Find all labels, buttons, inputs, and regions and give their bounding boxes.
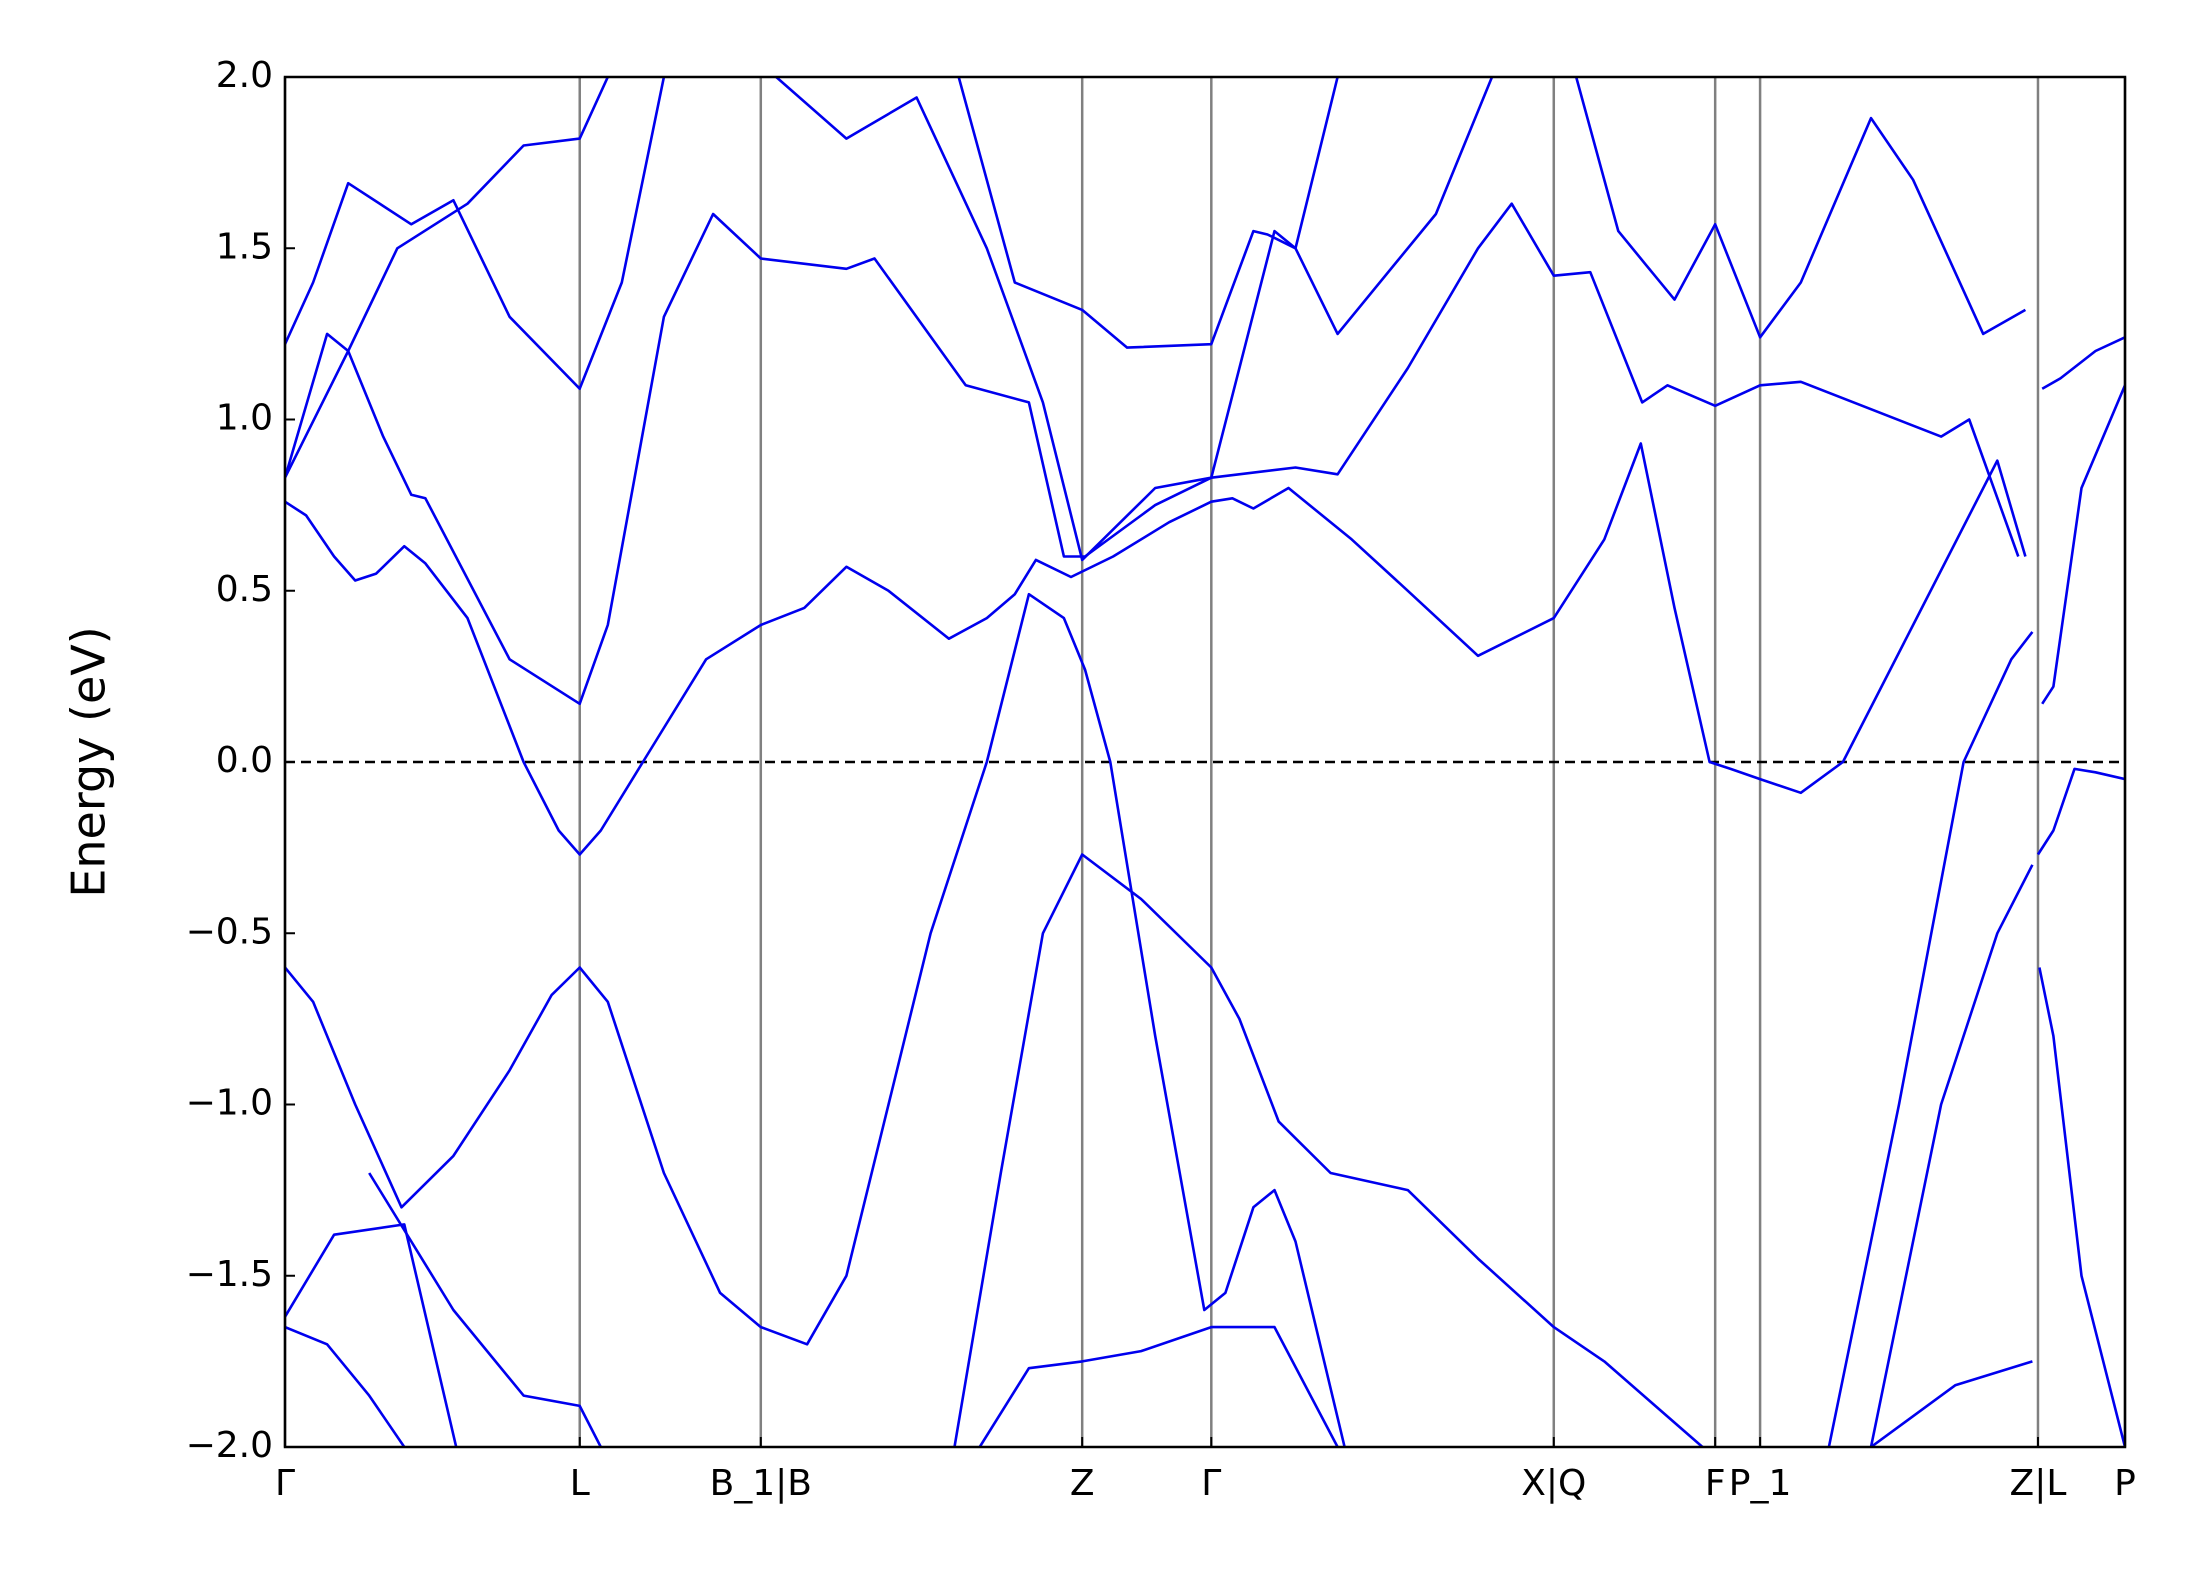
x-tick-label: Z: [1070, 1463, 1095, 1504]
x-tick-label: Γ: [1201, 1463, 1221, 1504]
y-axis-label: Energy (eV): [62, 626, 116, 897]
band-line: [285, 77, 666, 390]
x-tick-label: P_1: [1729, 1463, 1792, 1504]
band-line: [285, 592, 1346, 1447]
x-tick-label: Γ: [275, 1463, 295, 1504]
y-tick-label: 0.0: [216, 740, 273, 781]
bands: [285, 77, 2125, 1447]
band-line: [285, 1223, 458, 1447]
y-tick-label: −1.5: [186, 1254, 273, 1295]
y-tick-label: −2.0: [186, 1425, 273, 1466]
band-line: [285, 77, 609, 479]
band-line: [978, 1325, 1339, 1447]
band-line: [368, 1172, 602, 1447]
band-line: [957, 77, 1339, 349]
x-tick-label: P: [2114, 1463, 2136, 1504]
band-line: [285, 442, 2027, 856]
band-line: [2041, 336, 2125, 390]
x-tick-label: X|Q: [1521, 1463, 1586, 1504]
x-tick-label: B_1|B: [710, 1463, 812, 1504]
band-line: [285, 202, 2020, 706]
band-line: [2036, 767, 2125, 856]
band-line: [2041, 384, 2125, 705]
y-tick-label: 1.5: [216, 226, 273, 267]
x-tick-label: F: [1705, 1463, 1726, 1504]
band-line: [1869, 864, 2034, 1447]
y-tick-label: −1.0: [186, 1083, 273, 1124]
band-line: [775, 77, 1494, 562]
y-tick-label: 0.5: [216, 569, 273, 610]
band-line: [2038, 967, 2125, 1447]
y-tick-label: 2.0: [216, 55, 273, 96]
plot-frame: [283, 75, 2127, 1449]
x-tick-label: Z|L: [2010, 1463, 2067, 1504]
band-line: [953, 853, 1704, 1447]
y-tick-label: 1.0: [216, 398, 273, 439]
y-tick-label: −0.5: [186, 911, 273, 952]
band-line: [1870, 1360, 2033, 1447]
band-line: [1574, 77, 2027, 339]
band-line: [285, 1325, 406, 1447]
x-tick-label: L: [570, 1463, 590, 1504]
band-line: [1827, 631, 2034, 1447]
